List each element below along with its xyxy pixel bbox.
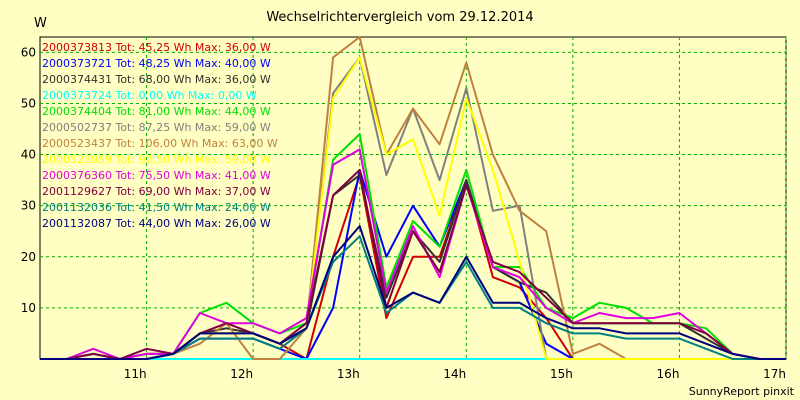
legend-entry-8: 2000523059 Tot: 92,50 Wh Max: 59,00 W [42,153,271,166]
x-tick-label: 11h [124,367,147,381]
y-tick-label: 30 [21,199,36,213]
series-line-12 [40,225,786,360]
chart-title: Wechselrichtervergleich vom 29.12.2014 [266,10,534,25]
legend-entry-11: 2001132036 Tot: 41,50 Wh Max: 24,00 W [42,201,271,214]
x-tick-label: 12h [230,367,253,381]
x-tick-label: 17h [763,367,786,381]
legend-entry-1: 2000373813 Tot: 45,25 Wh Max: 36,00 W [42,41,271,54]
legend-entry-7: 2000523437 Tot: 106,00 Wh Max: 63,00 W [42,137,278,150]
y-tick-label: 60 [21,45,36,59]
legend-entry-6: 2000502737 Tot: 87,25 Wh Max: 59,00 W [42,121,271,134]
series-line-11 [40,235,786,360]
x-tick-label: 13h [337,367,360,381]
y-tick-label: 50 [21,96,36,110]
x-tick-label: 15h [550,367,573,381]
legend-entry-12: 2001132087 Tot: 44,00 Wh Max: 26,00 W [42,217,271,230]
legend-entry-9: 2000376360 Tot: 75,50 Wh Max: 41,00 W [42,169,271,182]
x-tick-label: 14h [443,367,466,381]
series-line-10 [40,168,786,360]
series-line-5 [40,133,786,360]
y-tick-label: 40 [21,148,36,162]
legend-entry-2: 2000373721 Tot: 48,25 Wh Max: 40,00 W [42,57,271,70]
y-tick-label: 10 [21,301,36,315]
series-line-9 [40,148,786,360]
legend-entry-4: 2000373724 Tot: 0,00 Wh Max: 0,00 W [42,89,257,102]
legend-entry-3: 2000374431 Tot: 68,00 Wh Max: 36,00 W [42,73,271,86]
y-axis-unit: W [34,16,47,31]
series-line-2 [40,168,786,360]
x-tick-label: 16h [657,367,680,381]
y-tick-label: 20 [21,250,36,264]
legend-entry-10: 2001129627 Tot: 69,00 Wh Max: 37,00 W [42,185,271,198]
footer-credit: SunnyReport pinxit [688,385,794,398]
legend-entry-5: 2000374404 Tot: 81,00 Wh Max: 44,00 W [42,105,271,118]
